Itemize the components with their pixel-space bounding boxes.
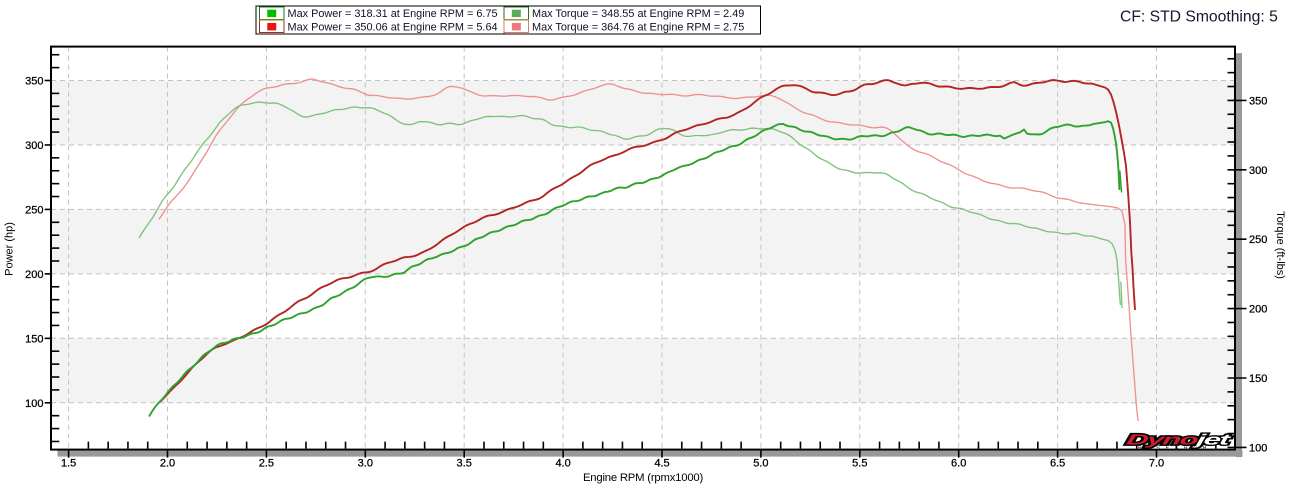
svg-text:Max Power = 318.31 at Engine R: Max Power = 318.31 at Engine RPM = 6.75 xyxy=(288,8,498,20)
svg-text:200: 200 xyxy=(1249,304,1267,316)
svg-text:150: 150 xyxy=(25,333,43,345)
svg-text:1.5: 1.5 xyxy=(61,458,76,470)
svg-text:Dynojet: Dynojet xyxy=(1125,431,1232,448)
svg-text:300: 300 xyxy=(25,140,43,152)
svg-text:4.5: 4.5 xyxy=(654,458,669,470)
svg-text:Max Power = 350.06 at Engine R: Max Power = 350.06 at Engine RPM = 5.64 xyxy=(288,21,498,33)
svg-text:3.0: 3.0 xyxy=(358,458,373,470)
svg-text:2.5: 2.5 xyxy=(259,458,274,470)
svg-text:CF: STD Smoothing: 5: CF: STD Smoothing: 5 xyxy=(1120,9,1278,26)
svg-text:Power (hp): Power (hp) xyxy=(4,222,16,276)
svg-text:100: 100 xyxy=(25,398,43,410)
svg-text:5.0: 5.0 xyxy=(753,458,768,470)
svg-text:5.5: 5.5 xyxy=(852,458,867,470)
svg-text:350: 350 xyxy=(1249,95,1267,107)
svg-text:3.5: 3.5 xyxy=(457,458,472,470)
svg-text:Dynojet: Dynojet xyxy=(1125,431,1232,448)
svg-text:Engine RPM (rpmx1000): Engine RPM (rpmx1000) xyxy=(583,472,704,484)
svg-text:2.0: 2.0 xyxy=(160,458,175,470)
svg-text:6.5: 6.5 xyxy=(1050,458,1065,470)
svg-text:Torque (ft-lbs): Torque (ft-lbs) xyxy=(1274,211,1286,279)
svg-text:200: 200 xyxy=(25,269,43,281)
svg-text:300: 300 xyxy=(1249,165,1267,177)
svg-text:250: 250 xyxy=(1249,234,1267,246)
svg-text:Max Torque = 364.76 at Engine: Max Torque = 364.76 at Engine RPM = 2.75 xyxy=(532,21,744,33)
svg-text:250: 250 xyxy=(25,204,43,216)
svg-text:RESEARCH: RESEARCH xyxy=(1138,445,1212,451)
svg-text:4.0: 4.0 xyxy=(555,458,570,470)
svg-text:350: 350 xyxy=(25,76,43,88)
svg-text:150: 150 xyxy=(1249,373,1267,385)
svg-text:Max Torque = 348.55 at Engine: Max Torque = 348.55 at Engine RPM = 2.49 xyxy=(532,8,744,20)
svg-text:6.0: 6.0 xyxy=(951,458,966,470)
svg-text:7.0: 7.0 xyxy=(1149,458,1164,470)
svg-text:100: 100 xyxy=(1249,442,1267,454)
